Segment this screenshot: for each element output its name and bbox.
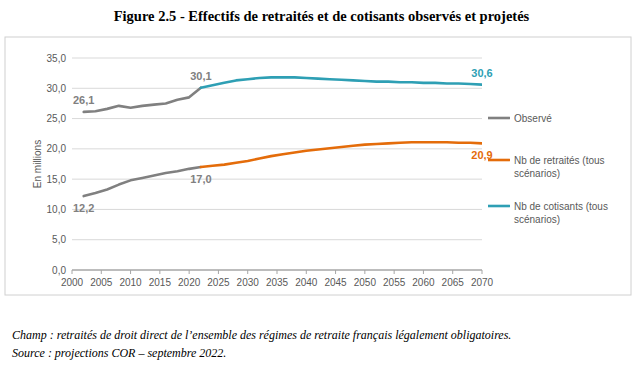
y-tick-label: 10,0	[47, 204, 67, 215]
x-tick-label: 2000	[61, 277, 84, 288]
annotation: 30,6	[471, 67, 492, 79]
y-tick-label: 25,0	[47, 113, 67, 124]
grid-line	[72, 118, 482, 119]
y-tick-label: 20,0	[47, 143, 67, 154]
chart-frame	[5, 37, 631, 295]
x-tick	[247, 270, 248, 274]
y-tick-label: 0,0	[52, 265, 66, 276]
annotation: 17,0	[190, 173, 211, 185]
x-tick	[189, 270, 190, 274]
annotation: 30,1	[190, 70, 211, 82]
legend-label-line: Observé	[514, 113, 552, 124]
legend-label-line: scénarios)	[514, 168, 560, 179]
series-line	[201, 77, 482, 87]
grid-line	[72, 209, 482, 210]
x-tick-label: 2010	[119, 277, 142, 288]
legend-label-line: Nb de cotisants (tous	[514, 201, 608, 212]
y-axis-label: En millions	[32, 140, 43, 188]
x-tick-label: 2045	[324, 277, 347, 288]
legend-swatch	[488, 117, 510, 120]
x-tick-label: 2055	[383, 277, 406, 288]
x-tick-label: 2070	[471, 277, 494, 288]
x-tick-label: 2060	[412, 277, 435, 288]
chart: Figure 2.5 - Effectifs de retraités et d…	[0, 0, 643, 376]
x-tick	[72, 270, 73, 274]
x-tick-label: 2020	[178, 277, 201, 288]
legend-swatch	[488, 159, 510, 162]
legend-label: Nb de retraités (tous scénarios)	[514, 155, 605, 179]
y-tick-label: 15,0	[47, 174, 67, 185]
plot-area	[84, 77, 482, 196]
x-tick	[482, 270, 483, 274]
legend-label-line: Nb de retraités (tous	[514, 155, 605, 166]
x-tick-label: 2050	[354, 277, 377, 288]
x-tick	[423, 270, 424, 274]
grid-line	[72, 148, 482, 149]
legend-label: Nb de cotisants (tous scénarios)	[514, 201, 608, 225]
x-tick	[364, 270, 365, 274]
x-tick-label: 2030	[237, 277, 260, 288]
x-tick	[101, 270, 102, 274]
legend-swatch	[488, 205, 510, 208]
annotation: 26,1	[73, 94, 94, 106]
x-tick	[335, 270, 336, 274]
x-tick-label: 2025	[207, 277, 230, 288]
annotation: 12,2	[73, 202, 94, 214]
x-tick	[394, 270, 395, 274]
x-tick-label: 2040	[295, 277, 318, 288]
grid-line	[72, 88, 482, 89]
x-tick-label: 2015	[149, 277, 172, 288]
x-tick	[452, 270, 453, 274]
legend-label-line: scénarios)	[514, 214, 560, 225]
series-line	[84, 88, 201, 112]
grid-line	[72, 239, 482, 240]
x-tick	[306, 270, 307, 274]
y-tick-label: 30,0	[47, 83, 67, 94]
legend-label: Observé	[514, 113, 552, 124]
note: Champ : retraités de droit direct de l’e…	[12, 328, 511, 342]
grid-line	[72, 58, 482, 59]
x-tick	[218, 270, 219, 274]
note: Source : projections COR – septembre 202…	[12, 346, 226, 360]
x-tick	[277, 270, 278, 274]
x-tick-label: 2065	[442, 277, 465, 288]
x-tick	[130, 270, 131, 274]
x-tick	[159, 270, 160, 274]
series-line	[84, 167, 201, 196]
y-tick-label: 35,0	[47, 53, 67, 64]
x-tick-label: 2035	[266, 277, 289, 288]
title: Figure 2.5 - Effectifs de retraités et d…	[114, 8, 530, 24]
x-tick-label: 2005	[90, 277, 113, 288]
series-line	[201, 142, 482, 167]
y-tick-label: 5,0	[52, 234, 66, 245]
